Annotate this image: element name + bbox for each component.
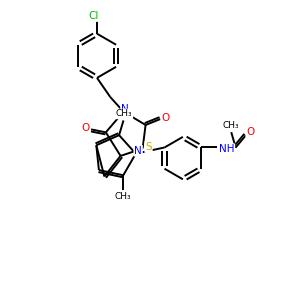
Text: N: N: [134, 146, 142, 156]
Text: N: N: [121, 104, 129, 114]
Text: S: S: [145, 142, 152, 152]
Text: O: O: [82, 123, 90, 133]
Text: Cl: Cl: [88, 11, 99, 21]
Text: O: O: [161, 112, 170, 123]
Text: NH: NH: [219, 144, 234, 154]
Text: CH₃: CH₃: [222, 121, 239, 130]
Text: CH₃: CH₃: [115, 192, 132, 201]
Text: CH₃: CH₃: [116, 110, 132, 118]
Text: O: O: [246, 127, 254, 137]
